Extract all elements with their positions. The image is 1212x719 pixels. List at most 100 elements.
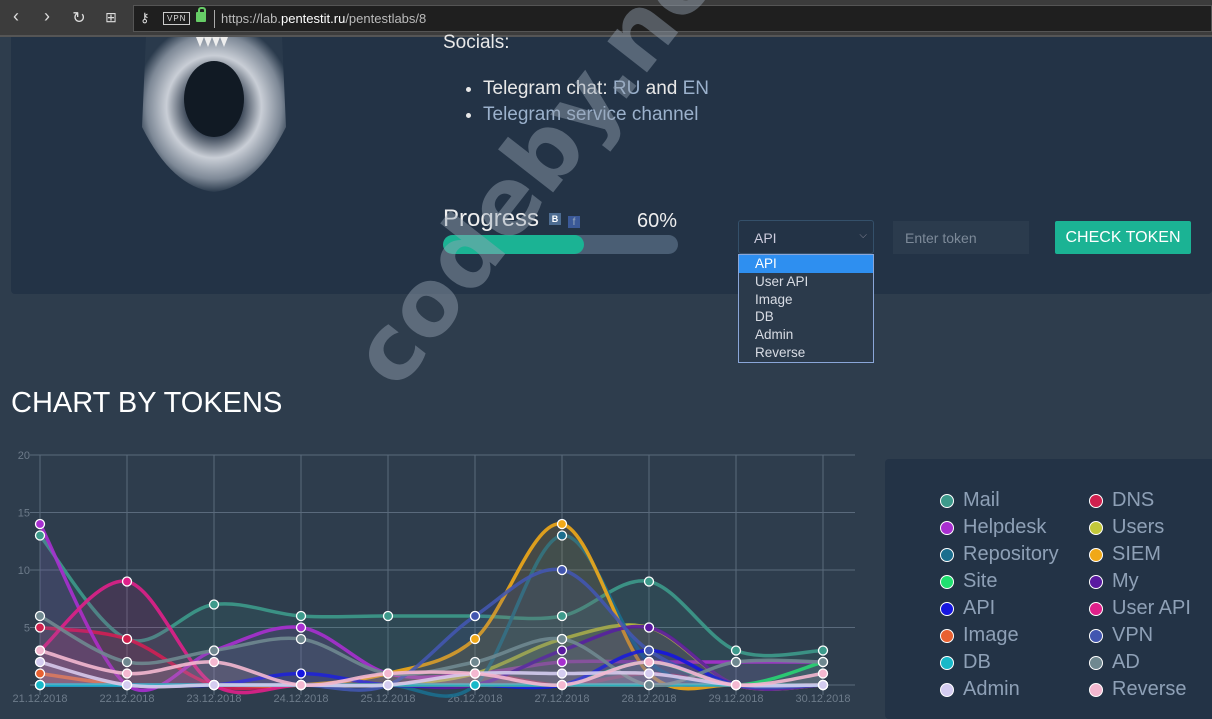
data-point	[34, 668, 46, 679]
x-tick-label: 24.12.2018	[273, 693, 328, 705]
series-line	[39, 648, 824, 687]
data-point	[730, 656, 742, 668]
legend-label: DNS	[1112, 489, 1155, 511]
data-point	[469, 679, 481, 691]
series-area	[40, 569, 823, 691]
data-point	[556, 610, 568, 622]
data-point	[295, 679, 307, 691]
data-point	[556, 633, 568, 645]
series-area	[40, 523, 823, 689]
data-point	[730, 645, 742, 656]
vpn-badge[interactable]: VPN	[163, 12, 191, 25]
token-input[interactable]	[893, 221, 1029, 254]
x-tick-label: 27.12.2018	[534, 693, 589, 705]
socials-heading: Socials:	[443, 32, 510, 53]
legend-dot-icon	[1089, 629, 1103, 643]
url-text[interactable]: https://lab.pentestit.ru/pentestlabs/8	[221, 11, 426, 26]
data-point	[34, 679, 46, 691]
legend-label: Users	[1112, 516, 1165, 538]
data-point	[556, 518, 568, 530]
series-area	[40, 662, 823, 687]
token-type-select[interactable]: API ⌵	[738, 220, 874, 254]
data-point	[34, 656, 46, 668]
data-point	[817, 645, 829, 656]
tabs-grid-icon[interactable]: ⊞	[105, 9, 117, 25]
url-domain: pentestit.ru	[280, 11, 346, 26]
x-tick-label: 29.12.2018	[708, 693, 763, 705]
chart-title: CHART BY TOKENS	[11, 387, 283, 419]
data-point	[556, 668, 568, 679]
data-point	[469, 610, 481, 622]
x-tick-label: 23.12.2018	[186, 693, 241, 705]
data-point	[34, 645, 46, 656]
dropdown-option[interactable]: Admin	[755, 327, 794, 343]
legend-dot-icon	[940, 629, 954, 643]
data-point	[556, 679, 568, 691]
legend-dot-icon	[940, 494, 954, 508]
legend-label: Image	[963, 624, 1019, 646]
telegram-ru-link[interactable]: RU	[612, 78, 641, 99]
data-point	[208, 645, 220, 656]
legend-dot-icon	[940, 521, 954, 535]
tokens-chart: 20 15 10 5 21.12.2018 22.12.2018 23.12.2018 24.…	[12, 450, 855, 705]
url-prefix: https://lab.	[221, 11, 281, 26]
data-point	[643, 679, 655, 691]
token-type-dropdown: API User API Image DB Admin Reverse	[738, 254, 874, 363]
vk-icon[interactable]: B	[549, 213, 561, 225]
check-token-button[interactable]: CHECK TOKEN	[1055, 221, 1191, 254]
chart-legend: Mail DNS Helpdesk Users Repository SIEM Site My…	[885, 459, 1212, 719]
data-point	[469, 656, 481, 668]
legend-label: Reverse	[1112, 678, 1187, 700]
data-point	[643, 645, 655, 656]
telegram-service-link[interactable]: Telegram service channel	[483, 104, 699, 125]
legend-label: VPN	[1112, 624, 1154, 646]
data-point	[121, 656, 133, 668]
series-area	[40, 581, 823, 693]
data-point	[121, 576, 133, 587]
dropdown-option[interactable]: User API	[755, 273, 809, 289]
data-point	[34, 622, 46, 633]
legend-label: Admin	[963, 678, 1020, 700]
dropdown-option[interactable]: Image	[755, 291, 793, 307]
legend-dot-icon	[1089, 548, 1103, 562]
dropdown-option[interactable]: API	[739, 255, 873, 273]
legend-label: API	[963, 597, 996, 619]
x-tick-label: 28.12.2018	[621, 693, 676, 705]
back-icon[interactable]: ‹	[13, 6, 19, 26]
legend-dot-icon	[1089, 656, 1103, 670]
data-point	[469, 633, 481, 645]
data-point	[643, 656, 655, 668]
data-point	[121, 679, 133, 691]
data-point	[556, 530, 568, 541]
data-point	[208, 599, 220, 610]
dropdown-option[interactable]: DB	[755, 309, 774, 325]
legend-label: User API	[1112, 597, 1191, 619]
data-point	[382, 610, 394, 622]
series-line	[39, 660, 824, 689]
chat-label: Telegram chat:	[483, 78, 608, 99]
legend-dot-icon	[940, 683, 954, 697]
x-tick-label: 21.12.2018	[12, 693, 67, 705]
x-tick-label: 30.12.2018	[795, 693, 850, 705]
data-point	[34, 530, 46, 541]
legend-dot-icon	[1089, 683, 1103, 697]
legend-dot-icon	[1089, 521, 1103, 535]
facebook-icon[interactable]: f	[568, 216, 580, 228]
data-point	[382, 668, 394, 679]
data-point	[643, 576, 655, 587]
data-point	[643, 668, 655, 679]
data-point	[643, 622, 655, 633]
data-point	[34, 610, 46, 622]
divider	[214, 10, 215, 28]
address-bar[interactable]: ⚷ VPN https://lab.pentestit.ru/pentestla…	[133, 5, 1212, 32]
series-area	[40, 524, 823, 691]
data-point	[817, 668, 829, 679]
data-point	[556, 645, 568, 656]
browser-toolbar: ‹ › ↻ ⊞ ⚷ VPN https://lab.pentestit.ru/p…	[0, 0, 1212, 37]
reload-icon[interactable]: ↻	[72, 10, 86, 27]
data-point	[556, 564, 568, 576]
dropdown-option[interactable]: Reverse	[755, 344, 806, 360]
legend-label: AD	[1112, 651, 1140, 673]
telegram-en-link[interactable]: EN	[682, 78, 710, 99]
forward-icon[interactable]: ›	[44, 6, 50, 26]
